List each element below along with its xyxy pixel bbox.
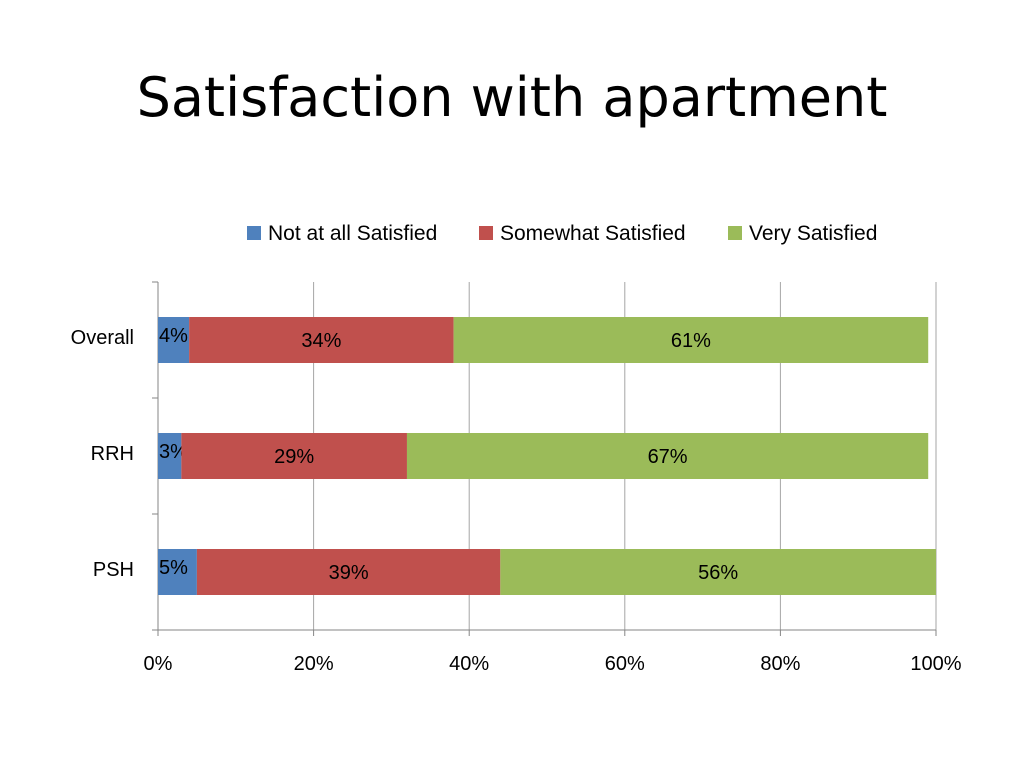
data-label: 39% [329,562,369,584]
chart-title: Satisfaction with apartment [136,66,888,129]
legend-label: Not at all Satisfied [268,222,437,245]
data-label: 29% [274,446,314,468]
category-label: Overall [71,327,134,349]
bar-segment [158,433,182,479]
data-label: 61% [671,330,711,352]
x-tick-label: 60% [605,653,645,675]
legend-swatch [728,226,742,240]
data-label: 5% [159,557,188,579]
x-tick-label: 80% [760,653,800,675]
data-label: 3% [159,441,188,463]
bar-segment [453,317,929,363]
bar-segment [406,433,929,479]
category-label: RRH [91,443,134,465]
x-tick-label: 40% [449,653,489,675]
legend-swatch [479,226,493,240]
legend-label: Very Satisfied [749,222,877,245]
bar-segment [196,549,501,595]
legend-label: Somewhat Satisfied [500,222,686,245]
bar-segment [181,433,407,479]
bar-segment [158,317,190,363]
data-label: 34% [301,330,341,352]
data-label: 56% [698,562,738,584]
bar-segment [189,317,454,363]
data-label: 4% [159,325,188,347]
x-tick-label: 100% [910,653,961,675]
data-label: 67% [648,446,688,468]
x-tick-label: 0% [144,653,173,675]
legend-swatch [247,226,261,240]
category-label: PSH [93,559,134,581]
x-tick-label: 20% [294,653,334,675]
bar-segment [158,549,197,595]
bar-segment [500,549,936,595]
